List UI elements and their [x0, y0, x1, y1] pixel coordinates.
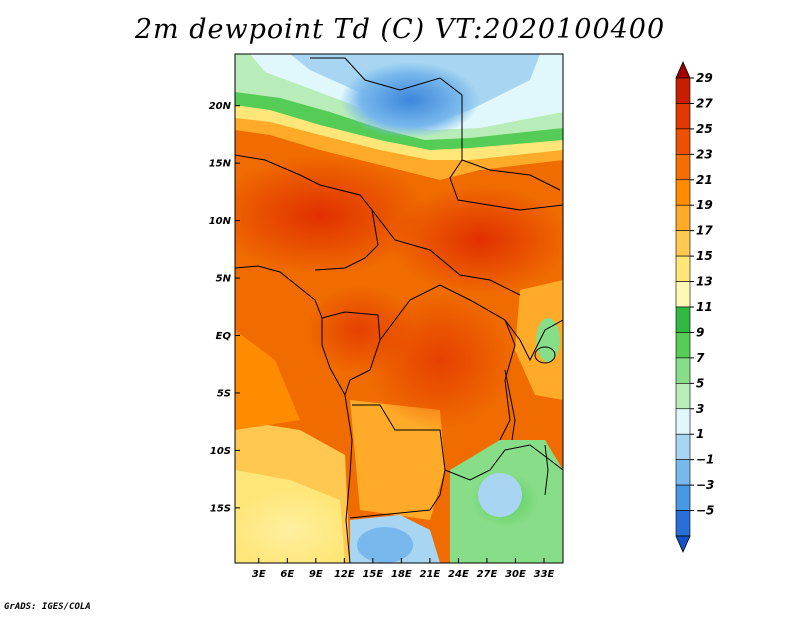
colorbar-label: 17: [696, 224, 713, 238]
colorbar-label: 15: [696, 249, 713, 263]
colorbar-label: 19: [696, 198, 713, 212]
field-south-dry-core: [357, 527, 413, 563]
colorbar-swatch: [675, 510, 691, 537]
border-southeast: [444, 444, 563, 481]
lat-label: 20N: [209, 101, 232, 112]
colorbar-label: −3: [696, 478, 714, 492]
lake-victoria: [534, 346, 556, 364]
colorbar-label: 7: [696, 351, 705, 365]
field-hot-center: [305, 285, 415, 375]
colorbar-label: 21: [696, 173, 713, 187]
colorbar-label: 5: [696, 376, 704, 390]
colorbar-label: 23: [696, 147, 713, 161]
lat-label: 10N: [209, 216, 232, 227]
colorbar-label: 11: [696, 300, 713, 314]
lakes: [504, 346, 556, 496]
field-south-pale: [235, 490, 350, 563]
lat-label: 5N: [216, 274, 232, 285]
lon-label: 18E: [391, 569, 412, 580]
colorbar-label: 1: [696, 427, 704, 441]
border-north: [310, 57, 563, 211]
map-title: 2m dewpoint Td (C) VT:2020100400: [134, 14, 666, 45]
colorbar-swatch: [675, 204, 691, 231]
colorbar-swatch: [675, 484, 691, 511]
colorbar-swatch: [675, 332, 691, 359]
colorbar-swatch: [675, 103, 691, 130]
colorbar-label: 29: [696, 71, 713, 85]
lat-label: 15S: [210, 503, 231, 514]
map-frame: [234, 53, 564, 564]
lat-label: 15N: [209, 159, 232, 170]
colorbar-swatch: [675, 459, 691, 486]
lon-label: 30E: [505, 569, 526, 580]
border-south: [349, 404, 446, 519]
colorbar-swatch: [675, 128, 691, 155]
colorbar-bottom-arrow: [675, 535, 691, 553]
latitude-axis: 20N 15N 10N 5N EQ 5S 10S 15S: [209, 101, 240, 514]
colorbar: 29 27 25 23 21 19 17 15 13 11 9 7 5 3 1 −1 −3 −5: [675, 61, 714, 553]
colorbar-swatch: [675, 77, 691, 104]
field-west-coast-orange: [235, 330, 300, 430]
grads-credit: GrADS: IGES/COLA: [4, 602, 91, 612]
lat-label: 5S: [217, 388, 231, 399]
lake-malawi: [544, 444, 549, 496]
lon-label: 33E: [534, 569, 555, 580]
field-sahara-dry: [340, 62, 480, 138]
lon-label: 12E: [334, 569, 355, 580]
colorbar-label: 3: [696, 402, 704, 416]
lake-tanganyika: [504, 369, 516, 441]
lon-label: 24E: [448, 569, 469, 580]
colorbar-swatch: [675, 154, 691, 181]
lon-label: 3E: [252, 569, 266, 580]
lon-label: 21E: [420, 569, 441, 580]
lon-label: 6E: [280, 569, 294, 580]
colorbar-swatch: [675, 433, 691, 460]
colorbar-top-arrow: [675, 61, 691, 79]
dewpoint-field: [235, 54, 563, 563]
map-borders: [235, 57, 563, 563]
lat-label: EQ: [216, 331, 232, 342]
colorbar-label: −1: [696, 453, 714, 467]
dewpoint-map: 20N 15N 10N 5N EQ 5S 10S 15S 3E 6E 9E 12E 15E 18E 21E…: [209, 53, 714, 580]
colorbar-label: 27: [696, 96, 713, 110]
lat-label: 10S: [210, 446, 231, 457]
colorbar-swatch: [675, 306, 691, 333]
colorbar-label: 25: [696, 122, 713, 136]
field-hot-east: [390, 185, 563, 295]
colorbar-swatch: [675, 383, 691, 410]
colorbar-swatch: [675, 255, 691, 282]
border-lake-region: [504, 319, 563, 362]
colorbar-label: −5: [696, 504, 714, 518]
lon-label: 15E: [362, 569, 383, 580]
colorbar-swatch: [675, 179, 691, 206]
coastline: [235, 265, 353, 563]
colorbar-label: 13: [696, 275, 713, 289]
lon-label: 27E: [477, 569, 498, 580]
colorbar-swatch: [675, 230, 691, 257]
colorbar-label: 9: [696, 325, 704, 339]
field-hot-sahel: [235, 155, 430, 275]
field-southeast-dry: [478, 473, 522, 517]
border-central: [371, 209, 521, 296]
border-sudan: [461, 159, 561, 191]
colorbar-swatch: [675, 281, 691, 308]
colorbar-swatch: [675, 357, 691, 384]
lon-label: 9E: [309, 569, 323, 580]
longitude-axis: 3E 6E 9E 12E 15E 18E 21E 24E 27E 30E 33E: [252, 558, 555, 580]
border-west: [235, 154, 379, 271]
colorbar-swatch: [675, 408, 691, 435]
